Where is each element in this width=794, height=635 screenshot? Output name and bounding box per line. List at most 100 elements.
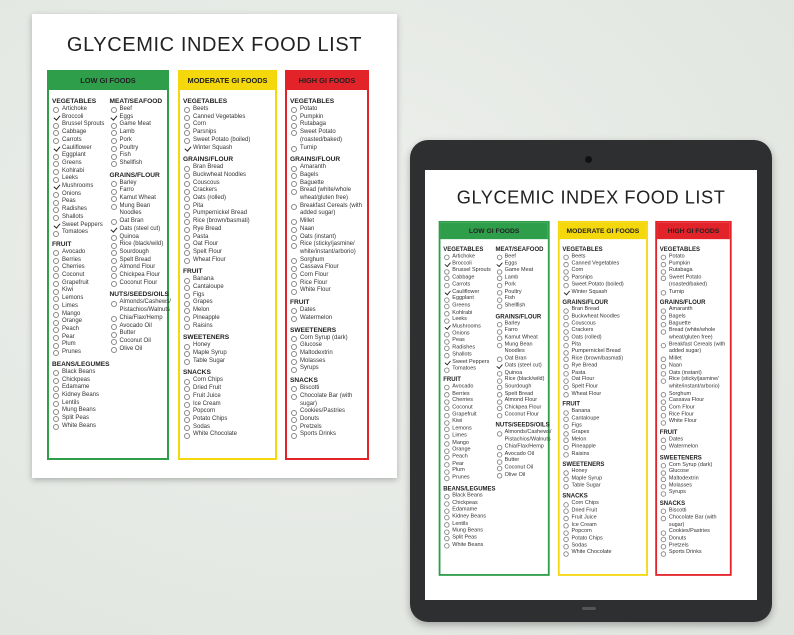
checkbox	[563, 416, 569, 423]
checkbox	[563, 335, 569, 342]
item-label: Plum	[452, 467, 465, 474]
item-label: Rutabaga	[300, 121, 327, 128]
food-item: Mung Bean Noodles	[110, 203, 171, 218]
item-label: Oats (rolled)	[571, 334, 602, 341]
item-label: Black Beans	[62, 368, 96, 375]
food-item: Chickpea Flour	[496, 405, 552, 412]
food-item: Chickpeas	[443, 500, 495, 507]
checkbox-checked	[53, 115, 59, 121]
food-item: Barley	[496, 321, 552, 328]
checkbox	[184, 188, 190, 195]
item-label: Maple Syrup	[571, 475, 603, 482]
checkbox	[444, 367, 450, 373]
food-column: MODERATE GI FOODS VEGETABLES Beets Canned V…	[557, 220, 648, 576]
item-label: Oat Flour	[193, 241, 219, 248]
food-item: Avocado	[52, 249, 110, 257]
food-item: Sourdough	[496, 384, 552, 391]
item-label: Mung Beans	[62, 407, 96, 414]
food-item: Coconut	[52, 272, 110, 280]
checkbox	[496, 275, 502, 282]
food-item: Game Meat	[496, 268, 552, 275]
checkbox	[496, 458, 502, 465]
food-item: Shellfish	[110, 160, 171, 168]
item-label: Figs	[571, 422, 582, 429]
food-item: Kamut Wheat	[110, 195, 171, 203]
checkbox	[184, 204, 190, 211]
item-label: Lentils	[452, 520, 469, 527]
checkbox	[563, 483, 569, 490]
food-item: Beef	[496, 254, 552, 261]
checkbox	[184, 138, 190, 145]
document: GLYCEMIC INDEX FOOD LIST LOW GI FOODS VEGE…	[425, 170, 757, 592]
checkbox	[496, 370, 502, 377]
food-item: Maple Syrup	[183, 350, 273, 358]
food-item: Sports Drinks	[290, 431, 365, 439]
item-label: Buckwheat Noodles	[193, 171, 247, 178]
checkbox	[53, 176, 59, 183]
item-label: Maltodextrin	[668, 475, 699, 482]
checkbox	[563, 522, 569, 529]
food-item: Split Peas	[443, 535, 495, 542]
food-item: Fish	[110, 152, 171, 160]
checkbox	[563, 342, 569, 349]
checkbox	[444, 268, 450, 275]
item-label: Cantaloupe	[571, 415, 600, 422]
food-item: Radishes	[52, 206, 110, 214]
food-item: Mango	[52, 311, 110, 319]
item-label: Corn Chips	[571, 500, 599, 507]
item-label: Couscous	[193, 179, 220, 186]
item-label: Leeks	[452, 316, 467, 323]
food-item: Pasta	[562, 370, 644, 377]
checkbox	[184, 394, 190, 401]
food-item: Black Beans	[52, 369, 110, 377]
checkbox	[184, 293, 190, 300]
checkbox	[291, 417, 297, 424]
item-label: Turnip	[300, 144, 317, 151]
item-label: Oats (steel cut)	[504, 362, 542, 369]
checkbox	[184, 343, 190, 350]
column-body: VEGETABLES Potato Pumpkin Rutabaga Sweet Pot…	[287, 90, 367, 439]
checkbox-checked	[111, 227, 117, 233]
item-label: Greens	[452, 302, 471, 309]
checkbox	[563, 356, 569, 363]
item-label: Bagels	[668, 313, 686, 320]
checkbox	[291, 432, 297, 439]
food-item: Peas	[52, 198, 110, 206]
item-label: Chickpea Flour	[504, 404, 542, 411]
food-item: Spelt Flour	[183, 249, 273, 257]
checkbox	[496, 473, 502, 479]
checkbox	[496, 451, 502, 458]
item-label: Grapefruit	[62, 279, 89, 286]
item-label: Pasta	[571, 369, 586, 376]
checkbox	[563, 508, 569, 515]
item-label: Popcorn	[571, 528, 592, 535]
item-label: Eggplant	[452, 295, 474, 302]
section-heading: GRAINS/FLOUR	[562, 299, 609, 306]
item-label: Corn	[193, 121, 207, 128]
item-label: Melon	[193, 307, 210, 314]
food-item: Bread (white/whole wheat/gluten free)	[290, 187, 365, 202]
checkbox	[110, 316, 117, 323]
checkbox	[444, 420, 450, 426]
checkbox	[563, 469, 569, 476]
item-label: Berries	[62, 256, 82, 263]
checkbox	[291, 288, 297, 295]
item-label: Tomatoes	[62, 229, 89, 236]
food-item: Broccoli	[52, 114, 110, 122]
checkbox	[53, 281, 59, 288]
item-label: Mango	[62, 310, 81, 317]
item-label: Oats (steel cut)	[119, 225, 161, 232]
checkbox	[660, 370, 667, 377]
checkbox	[184, 115, 190, 121]
item-label: Figs	[193, 291, 205, 298]
food-item: Millet	[290, 218, 365, 226]
checkbox	[53, 230, 59, 237]
checkbox-checked	[563, 290, 568, 295]
food-item: Mushrooms	[443, 324, 495, 331]
food-item: Prunes	[443, 475, 495, 482]
item-label: Rutabaga	[668, 267, 693, 274]
checkbox	[496, 289, 502, 296]
food-item: Cherries	[52, 264, 110, 272]
checkbox	[444, 427, 450, 433]
food-item: Crackers	[183, 187, 273, 195]
